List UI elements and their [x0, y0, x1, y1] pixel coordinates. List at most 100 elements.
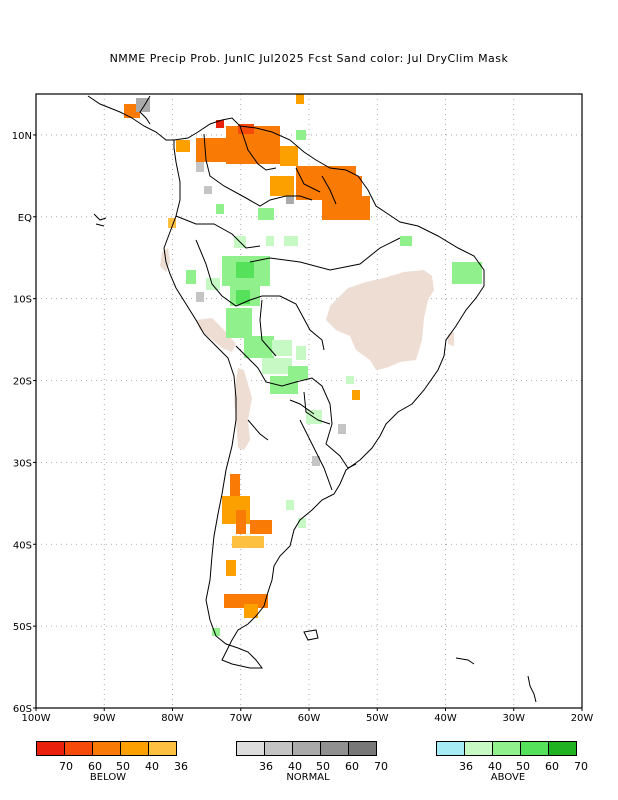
latitude-label: 10S [13, 295, 32, 306]
longitude-label: 60W [298, 713, 321, 724]
legend-normal-swatch [292, 741, 321, 756]
south-sandwich [527, 675, 537, 703]
legend-above-label: ABOVE [490, 772, 526, 783]
legend-below-swatch [36, 741, 65, 756]
south-georgia [455, 657, 475, 665]
below-cell-pacific [168, 218, 176, 228]
legend-above-tick: 40 [488, 760, 502, 773]
below-cell-patagonia-c [244, 604, 258, 618]
legend-below-label: BELOW [89, 772, 127, 783]
legend-above-tick: 70 [574, 760, 588, 773]
below-cell-argentina-b [232, 536, 264, 548]
central-america-coast [87, 95, 174, 141]
legend-normal-tick: 70 [374, 760, 388, 773]
legend-normal-ticks: 36 40 50 60 70 [236, 760, 388, 774]
latitude-label: 20S [13, 377, 32, 388]
galapagos-islands [93, 213, 107, 227]
above-cell-10 [236, 290, 250, 304]
latitude-label: 60S [13, 704, 32, 715]
latitude-label: 10N [12, 131, 32, 142]
legend-below-ticks: 70 60 50 40 36 [36, 760, 188, 774]
below-cell-argentina-a [250, 520, 272, 534]
above-cell-12 [244, 336, 274, 358]
legend-normal: 36 40 50 60 70 NORMAL [236, 741, 388, 783]
legend-below-tick: 40 [145, 760, 159, 773]
legend-normal-tick: 50 [316, 760, 330, 773]
sand-region-chile-north [234, 368, 252, 450]
legend-above: 36 40 50 60 70 ABOVE [436, 741, 588, 783]
above-cell-4 [266, 236, 274, 246]
above-cell-24 [296, 130, 306, 140]
normal-cell-1 [196, 162, 204, 172]
above-normal-cells [186, 130, 482, 636]
above-cell-19 [400, 236, 412, 246]
above-cell-26 [346, 376, 354, 384]
legend-normal-tick: 40 [288, 760, 302, 773]
below-cell-venezuela-east [280, 146, 298, 166]
above-cell-16 [288, 366, 308, 380]
below-cell-chile-c [236, 510, 246, 534]
longitude-label: 40W [434, 713, 457, 724]
above-cell-14 [262, 358, 292, 374]
below-cell-colombia-peninsula [176, 140, 190, 152]
longitude-label: 90W [93, 713, 116, 724]
legend-normal-tick: 60 [345, 760, 359, 773]
above-cell-23 [216, 204, 224, 214]
latitude-label: 50S [13, 622, 32, 633]
latitude-label: 40S [13, 540, 32, 551]
below-normal-cells [124, 94, 370, 618]
longitude-axis-labels: 100W 90W 80W 70W 60W 50W 40W 30W 20W [22, 708, 593, 724]
normal-cell-3 [286, 196, 294, 204]
sand-region-east-tip [448, 332, 454, 346]
legend-above-ticks: 36 40 50 60 70 [436, 760, 588, 774]
sand-region-peru-coast [196, 318, 236, 352]
normal-cell-5 [196, 292, 204, 302]
legend-below-swatch [120, 741, 149, 756]
legend-above-swatch [436, 741, 465, 756]
river-parana [299, 419, 333, 491]
legend-above-swatches [436, 741, 581, 756]
south-america-coast [163, 117, 485, 669]
normal-cell-7 [338, 424, 346, 434]
above-cell-7 [186, 270, 196, 284]
sand-region-brazil [326, 270, 434, 370]
longitude-label: 80W [161, 713, 184, 724]
above-cell-11 [226, 308, 252, 338]
below-cell-patagonia-a [226, 560, 236, 576]
above-cell-18 [452, 262, 482, 284]
latitude-label: EQ [18, 213, 32, 224]
above-cell-25 [212, 628, 220, 636]
legend-below-swatches [36, 741, 181, 756]
legend-above-tick: 50 [516, 760, 530, 773]
above-cell-8 [206, 278, 220, 290]
river-amazon [249, 237, 401, 271]
above-cell-1 [258, 208, 274, 220]
below-cell-bolivia-south [352, 390, 360, 400]
longitude-label: 70W [229, 713, 252, 724]
legend-above-swatch [492, 741, 521, 756]
below-cell-guyana-south [270, 176, 294, 196]
legend-below-tick: 60 [88, 760, 102, 773]
map-title: NMME Precip Prob. JunIC Jul2025 Fcst San… [109, 52, 509, 65]
above-cell-21 [286, 500, 294, 510]
legend-below-tick: 70 [59, 760, 73, 773]
longitude-label: 30W [502, 713, 525, 724]
above-cell-22 [298, 518, 306, 528]
legend-normal-tick: 36 [259, 760, 273, 773]
below-cell-honduras [296, 94, 304, 104]
above-cell-17 [296, 346, 306, 360]
legend-normal-swatch [264, 741, 293, 756]
legend-below-swatch [148, 741, 177, 756]
country-borders [175, 125, 357, 469]
legend-below-tick: 50 [116, 760, 130, 773]
legend-normal-swatch [348, 741, 377, 756]
legend-above-tick: 60 [545, 760, 559, 773]
legend-below-swatch [92, 741, 121, 756]
falkland-islands [303, 629, 319, 641]
above-cell-6 [236, 262, 254, 278]
legend-normal-swatch [320, 741, 349, 756]
below-cell-venezuela-core [238, 124, 254, 134]
legend-above-tick: 36 [459, 760, 473, 773]
latitude-label: 30S [13, 458, 32, 469]
precip-probability-map: 10N EQ 10S 20S 30S 40S 50S 60S 100W 90W 80W 70W 60W… [12, 93, 593, 724]
